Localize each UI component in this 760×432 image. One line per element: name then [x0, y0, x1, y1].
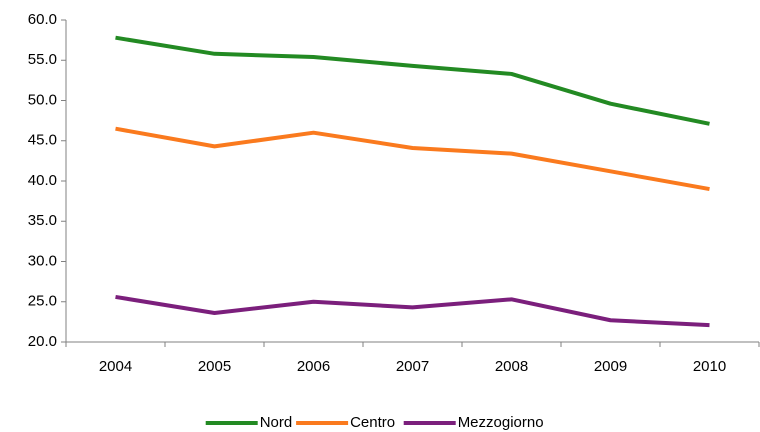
x-tick-label: 2006: [297, 358, 330, 375]
x-tick-label: 2005: [198, 358, 231, 375]
legend-label: Centro: [350, 414, 395, 431]
x-tick-label: 2008: [495, 358, 528, 375]
series-line: [115, 126, 710, 192]
legend-label: Mezzogiorno: [458, 414, 544, 431]
y-tick-label: 25.0: [28, 293, 57, 310]
legend-label: Nord: [260, 414, 293, 431]
y-tick-label: 20.0: [28, 333, 57, 350]
y-tick-label: 40.0: [28, 172, 57, 189]
series-line: [115, 35, 710, 126]
y-tick-label: 55.0: [28, 51, 57, 68]
x-tick-label: 2009: [594, 358, 627, 375]
y-tick-label: 45.0: [28, 132, 57, 149]
y-tick-label: 30.0: [28, 252, 57, 269]
x-tick-label: 2010: [693, 358, 726, 375]
y-tick-label: 50.0: [28, 91, 57, 108]
x-tick-label: 2004: [99, 358, 132, 375]
y-tick-label: 60.0: [28, 11, 57, 28]
series-line: [115, 294, 710, 328]
y-tick-label: 35.0: [28, 212, 57, 229]
x-tick-label: 2007: [396, 358, 429, 375]
